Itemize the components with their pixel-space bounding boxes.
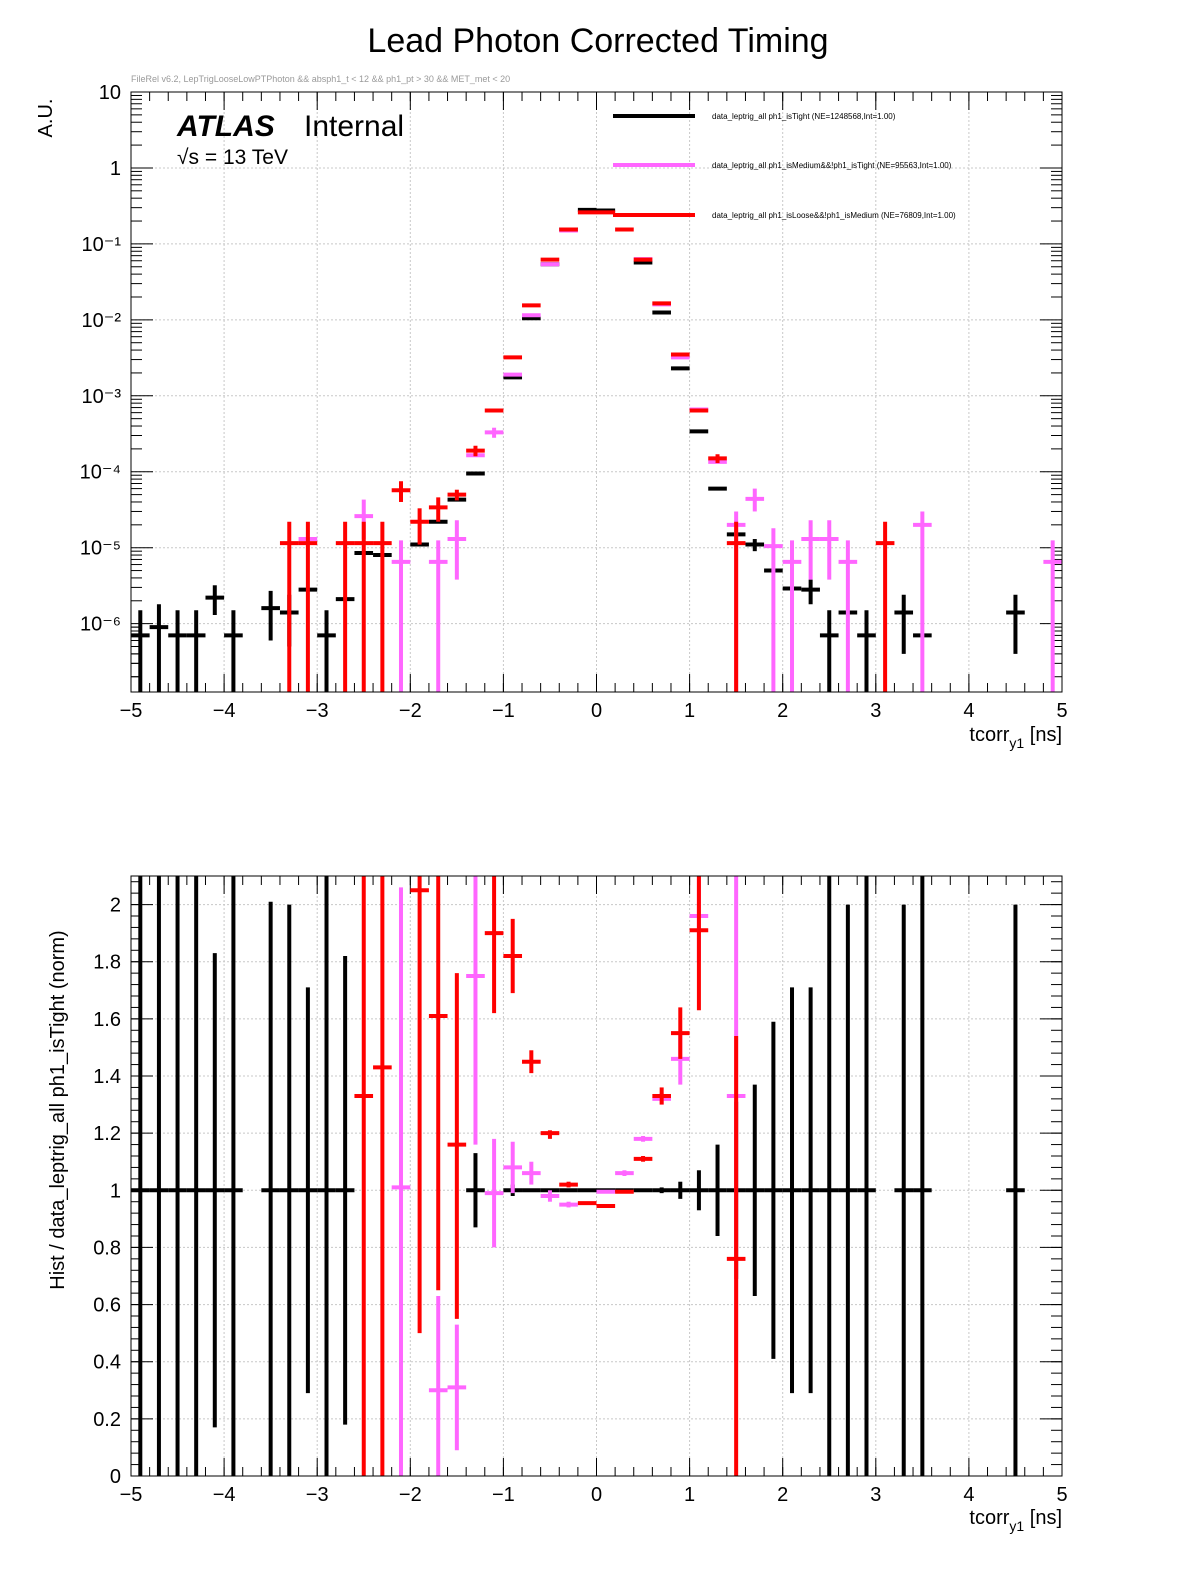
top-y-tick-label: 10⁻³ — [82, 386, 122, 408]
bottom-x-tick-label: 4 — [963, 1484, 974, 1506]
bottom-y-axis-label: Hist / data_leptrig_all ph1_isTight (nor… — [47, 930, 69, 1289]
bottom-series-2 — [354, 876, 746, 1476]
svg-text:tcorry1 [ns]: tcorry1 [ns] — [969, 1507, 1062, 1534]
atlas-label: ATLAS — [176, 110, 275, 143]
top-grid — [131, 91, 1062, 692]
top-x-tick-label: 2 — [777, 700, 788, 722]
top-x-tick-label: −5 — [120, 700, 143, 722]
atlas-energy: √s = 13 TeV — [177, 146, 288, 169]
top-y-tick-label: 10⁻⁶ — [80, 614, 121, 636]
top-x-label-main: tcorr — [969, 724, 1009, 746]
bottom-x-tick-label: 0 — [591, 1484, 602, 1506]
bottom-y-tick-label: 1.8 — [93, 952, 121, 974]
top-x-tick-label: −3 — [306, 700, 329, 722]
bottom-y-tick-label: 1.6 — [93, 1009, 121, 1031]
bottom-y-tick-label: 2 — [110, 895, 121, 917]
bottom-x-tick-label: −3 — [306, 1484, 329, 1506]
top-x-tick-label: 3 — [870, 700, 881, 722]
top-x-tick-label: 0 — [591, 700, 602, 722]
top-x-label-sub: y1 — [1009, 735, 1024, 751]
top-x-axis-label: tcorry1 [ns] — [969, 724, 1062, 751]
bottom-x-tick-label: −5 — [120, 1484, 143, 1506]
bottom-y-tick-label: 0 — [110, 1466, 121, 1488]
top-y-tick-label: 10 — [99, 82, 121, 104]
bottom-x-label-sub: y1 — [1009, 1518, 1024, 1534]
top-x-label-unit: [ns] — [1024, 724, 1062, 746]
bottom-panel: −5 −4 −3 −2 −1 0 1 2 3 4 5 0 0.2 0.4 0.6 0.8 1 1.2 1.4 1.6 1… — [47, 875, 1068, 1534]
figure-subtitle: FileRel v6.2, LepTrigLooseLowPTPhoton &&… — [131, 74, 510, 84]
top-series-2 — [279, 210, 895, 692]
bottom-y-tick-label: 0.2 — [93, 1409, 121, 1431]
svg-text:tcorry1 [ns]: tcorry1 [ns] — [969, 724, 1062, 751]
bottom-grid — [131, 876, 1062, 1476]
top-y-tick-label: 1 — [110, 158, 121, 180]
top-ticks: −5 −4 −3 −2 −1 0 1 2 3 4 5 10 1 10⁻¹ 10⁻² 10⁻³ 10⁻⁴ 10⁻⁵ 1… — [80, 82, 1068, 722]
bottom-y-tick-label: 1 — [110, 1180, 121, 1202]
top-y-axis-label: A.U. — [35, 99, 57, 138]
bottom-x-tick-label: 3 — [870, 1484, 881, 1506]
legend-entry-loose: data_leptrig_all ph1_isLoose&&!ph1_isMed… — [613, 211, 956, 220]
bottom-series-0 — [131, 876, 1025, 1476]
top-y-tick-label: 10⁻¹ — [82, 234, 122, 256]
top-x-tick-label: −2 — [399, 700, 422, 722]
figure-title: Lead Photon Corrected Timing — [367, 22, 828, 60]
bottom-x-tick-label: −1 — [492, 1484, 515, 1506]
top-y-tick-label: 10⁻⁵ — [80, 538, 121, 560]
bottom-y-tick-label: 1.4 — [93, 1066, 121, 1088]
top-panel: −5 −4 −3 −2 −1 0 1 2 3 4 5 10 1 10⁻¹ 10⁻² 10⁻³ 10⁻⁴ 10⁻⁵ 1… — [35, 82, 1068, 751]
bottom-frame — [130, 875, 1063, 1477]
bottom-x-axis-label: tcorry1 [ns] — [969, 1507, 1062, 1534]
bottom-x-tick-label: 5 — [1056, 1484, 1067, 1506]
legend-label-medium: data_leptrig_all ph1_isMedium&&!ph1_isTi… — [712, 161, 952, 170]
legend-label-loose: data_leptrig_all ph1_isLoose&&!ph1_isMed… — [712, 211, 956, 220]
bottom-x-label-main: tcorr — [969, 1507, 1009, 1529]
bottom-x-tick-label: −2 — [399, 1484, 422, 1506]
top-x-tick-label: 5 — [1056, 700, 1067, 722]
bottom-y-tick-label: 0.4 — [93, 1352, 121, 1374]
top-x-tick-label: 4 — [963, 700, 974, 722]
top-x-tick-label: −4 — [213, 700, 236, 722]
atlas-status: Internal — [304, 110, 404, 143]
bottom-x-label-unit: [ns] — [1024, 1507, 1062, 1529]
top-x-tick-label: −1 — [492, 700, 515, 722]
bottom-ticks: −5 −4 −3 −2 −1 0 1 2 3 4 5 0 0.2 0.4 0.6 0.8 1 1.2 1.4 1.6 1… — [93, 876, 1068, 1506]
legend: data_leptrig_all ph1_isTight (NE=1248568… — [613, 112, 956, 220]
top-data-marks — [131, 207, 1062, 692]
bottom-x-tick-label: 1 — [684, 1484, 695, 1506]
top-frame — [130, 91, 1063, 693]
legend-entry-medium: data_leptrig_all ph1_isMedium&&!ph1_isTi… — [613, 161, 952, 170]
bottom-y-tick-label: 0.8 — [93, 1237, 121, 1259]
top-y-tick-label: 10⁻⁴ — [80, 462, 121, 484]
bottom-x-tick-label: −4 — [213, 1484, 236, 1506]
bottom-data-marks — [131, 876, 1025, 1476]
legend-entry-tight: data_leptrig_all ph1_isTight (NE=1248568… — [613, 112, 896, 121]
bottom-y-tick-label: 1.2 — [93, 1123, 121, 1145]
bottom-y-tick-label: 0.6 — [93, 1295, 121, 1317]
bottom-x-tick-label: 2 — [777, 1484, 788, 1506]
top-x-tick-label: 1 — [684, 700, 695, 722]
legend-label-tight: data_leptrig_all ph1_isTight (NE=1248568… — [712, 112, 896, 121]
top-y-tick-label: 10⁻² — [82, 310, 122, 332]
